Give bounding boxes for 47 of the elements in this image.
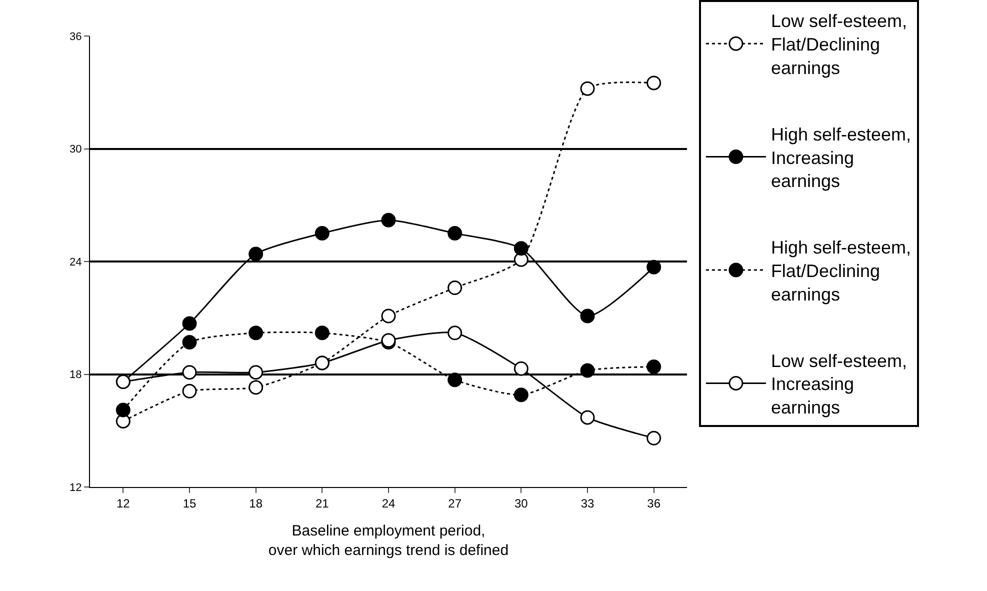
legend-label: High self-esteem, Flat/Declining earnings (770, 238, 912, 304)
x-tick-label: 33 (580, 496, 594, 510)
y-tick-label: 12 (70, 482, 82, 494)
point (182, 316, 197, 331)
point (182, 365, 197, 380)
x-tick-label: 30 (514, 496, 528, 510)
point (381, 308, 396, 324)
point (448, 326, 462, 340)
point (646, 359, 662, 374)
x-tick-label: 36 (647, 496, 661, 510)
point (182, 335, 197, 350)
x-tick-label: 15 (182, 496, 196, 510)
point (448, 226, 462, 241)
x-tick-label: 12 (116, 496, 130, 510)
point (514, 361, 528, 376)
legend-label: Low self-esteem, Increasing earnings (770, 350, 908, 418)
point (646, 260, 662, 274)
point (580, 308, 595, 324)
point (248, 365, 264, 380)
point (448, 280, 462, 296)
y-tick-label: 30 (70, 144, 82, 156)
x-tick-label: 24 (382, 496, 396, 510)
point (314, 326, 330, 340)
point (514, 388, 528, 402)
point (646, 430, 662, 446)
point (448, 372, 462, 388)
point (182, 384, 197, 398)
x-tick-label: 21 (315, 496, 330, 510)
point (248, 380, 264, 395)
y-tick-label: 18 (70, 369, 82, 382)
y-tick-label: 36 (70, 30, 82, 43)
point (580, 81, 595, 96)
point (646, 76, 662, 90)
point (514, 241, 528, 256)
point (314, 226, 330, 241)
point (248, 326, 264, 340)
x-axis-title: Baseline employment period, over which earnings trend is defined (268, 522, 509, 559)
legend-label: Low self-esteem, Flat/Declining earnings (770, 11, 908, 78)
legend-label: High self-esteem, Increasing earnings (770, 124, 912, 192)
x-tick-label: 18 (249, 496, 263, 510)
y-tick-label: 24 (70, 256, 82, 268)
point (580, 410, 595, 425)
x-tick-label: 27 (448, 496, 462, 510)
point (116, 402, 130, 418)
point (381, 212, 396, 228)
point (248, 246, 264, 262)
point (580, 363, 595, 378)
